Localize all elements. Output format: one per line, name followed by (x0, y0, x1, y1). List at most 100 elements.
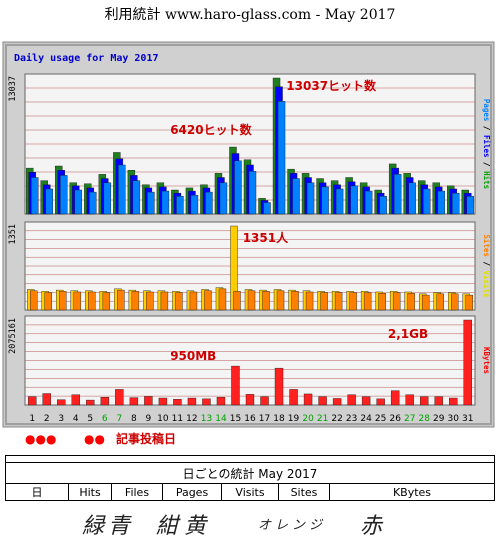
bar-pages-day-5 (89, 191, 97, 215)
day-label-14: 14 (215, 414, 227, 424)
chart-title: Daily usage for May 2017 (14, 52, 159, 64)
col-header-hits: Hits (68, 483, 112, 501)
bar-kbytes-day-5 (86, 399, 95, 406)
bar-pages-day-10 (161, 190, 170, 215)
bar-sites-day-2 (44, 292, 52, 311)
post-dots-right: ●● (84, 432, 105, 446)
side-label-part: Hits (482, 171, 491, 189)
handwritten-color-note: 緑 青 紺 黄 オレンジ 赤 (60, 508, 480, 542)
bar-pages-day-16 (248, 171, 257, 215)
side-label-part: Sites (482, 234, 491, 257)
day-label-19: 19 (288, 414, 300, 424)
day-label-5: 5 (87, 414, 93, 424)
day-label-26: 26 (389, 414, 401, 424)
bar-sites-day-12 (189, 291, 198, 311)
day-label-11: 11 (172, 414, 183, 424)
day-label-29: 29 (433, 414, 445, 424)
bar-sites-day-28 (421, 294, 430, 311)
annotation-kbytes: 2,1GB (388, 327, 428, 341)
bar-kbytes-day-20 (303, 393, 313, 406)
bar-pages-day-26 (393, 174, 402, 215)
day-label-20: 20 (302, 414, 314, 424)
col-header-pages: Pages (162, 483, 222, 501)
bar-kbytes-day-16 (245, 394, 255, 406)
day-label-2: 2 (44, 414, 50, 424)
day-label-10: 10 (157, 414, 169, 424)
bar-pages-day-15 (234, 160, 242, 215)
bar-pages-day-28 (422, 188, 431, 215)
hand-orange: オレンジ (258, 518, 327, 533)
day-label-17: 17 (259, 414, 270, 424)
bar-sites-day-25 (378, 293, 386, 311)
bar-kbytes-day-18 (274, 367, 284, 406)
bar-sites-day-16 (247, 290, 256, 311)
bar-kbytes-day-10 (158, 397, 168, 406)
col-header-sites: Sites (278, 483, 330, 501)
bar-pages-day-1 (31, 177, 39, 215)
bar-pages-day-21 (321, 186, 329, 215)
bar-kbytes-day-12 (187, 397, 197, 406)
bar-pages-day-8 (132, 180, 141, 215)
bar-sites-day-30 (451, 293, 459, 311)
bar-sites-day-22 (334, 292, 343, 311)
bar-kbytes-day-15 (231, 365, 240, 406)
col-header-kbytes: KBytes (329, 483, 495, 501)
bar-kbytes-day-21 (318, 396, 327, 406)
bar-kbytes-day-17 (260, 396, 269, 406)
day-label-15: 15 (230, 414, 241, 424)
day-labels: 1 2 3 4 5 6 7 8 9 10 11 12 13 14 15 16 17 18 19 20 21 22 23 24 2… (29, 414, 473, 424)
day-label-24: 24 (360, 414, 372, 424)
day-label-1: 1 (29, 414, 35, 424)
day-label-12: 12 (186, 414, 197, 424)
day-label-21: 21 (317, 414, 328, 424)
bar-pages-day-25 (379, 196, 387, 215)
day-label-27: 27 (404, 414, 415, 424)
bar-pages-day-27 (408, 182, 416, 215)
bar-sites-day-14 (218, 288, 227, 311)
bar-sites-day-26 (392, 292, 401, 311)
bar-pages-day-11 (176, 196, 184, 215)
annotation-hits: 13037ヒット数 (286, 78, 377, 93)
day-label-6: 6 (102, 414, 108, 424)
bar-sites-day-11 (175, 292, 183, 311)
hand-blue: 青 (108, 514, 135, 539)
side-label-part: Visits (482, 271, 491, 298)
day-label-23: 23 (346, 414, 357, 424)
bar-pages-day-12 (190, 195, 199, 215)
bar-pages-day-14 (219, 182, 228, 215)
bar-kbytes-day-9 (144, 396, 153, 406)
bar-kbytes-day-28 (419, 396, 429, 406)
post-days-label: 記事投稿日 (116, 431, 176, 446)
bar-kbytes-day-30 (449, 397, 458, 406)
panel-hits: 13037 Pages / Files / Hits 13037ヒット数 6420ヒッ… (8, 73, 491, 215)
bar-kbytes-day-23 (347, 394, 356, 406)
bar-kbytes-day-3 (57, 399, 66, 406)
bar-sites-day-15 (233, 291, 241, 311)
bar-sites-day-10 (160, 291, 169, 311)
annotation-hits: 6420ヒット数 (170, 122, 252, 137)
bar-sites-day-3 (59, 291, 67, 311)
bar-sites-day-6 (102, 292, 111, 311)
panel-visits-side-label: Sites / Visits (482, 234, 491, 297)
day-label-13: 13 (201, 414, 212, 424)
col-header-day: 日 (5, 483, 69, 501)
bar-pages-day-29 (437, 190, 445, 215)
bar-kbytes-day-22 (332, 398, 342, 406)
hand-red: 赤 (360, 514, 387, 539)
bar-sites-day-24 (363, 292, 372, 311)
bar-sites-day-17 (262, 291, 270, 311)
table-title: 日ごとの統計 May 2017 (5, 462, 495, 484)
bar-kbytes-day-14 (216, 397, 226, 406)
bar-kbytes-day-11 (173, 399, 182, 406)
bar-kbytes-day-29 (434, 396, 443, 406)
side-label-part: / (482, 257, 491, 271)
table-top-rule (5, 455, 495, 463)
chart-panels: 13037 Pages / Files / Hits 13037ヒット数 6420ヒッ… (8, 73, 491, 406)
bar-sites-day-27 (407, 293, 415, 311)
bar-pages-day-17 (263, 202, 271, 215)
bar-kbytes-day-19 (289, 389, 298, 406)
bar-pages-day-3 (60, 175, 68, 215)
bar-sites-day-19 (291, 291, 299, 311)
panel-hits-ymax-label: 13037 (8, 76, 18, 102)
